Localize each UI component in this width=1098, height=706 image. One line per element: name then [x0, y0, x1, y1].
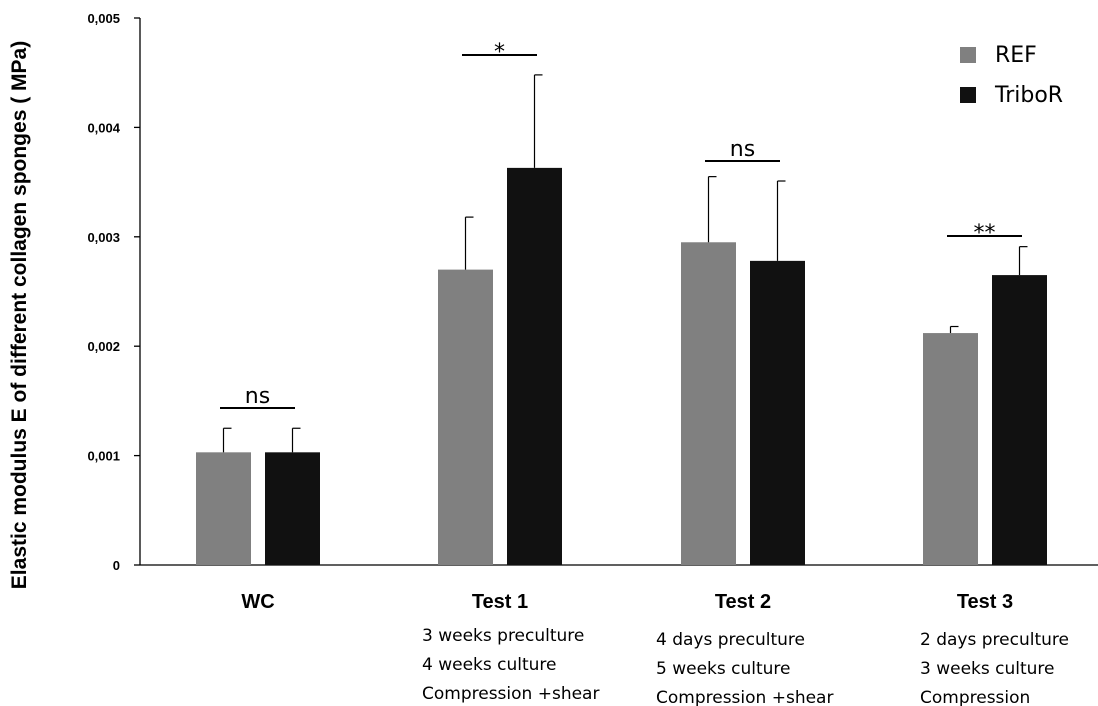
category-detail-line: 4 days preculture [656, 630, 805, 650]
category-label: Test 1 [472, 591, 528, 613]
y-tick-label: 0,001 [87, 449, 120, 464]
bar-ref-0 [196, 452, 251, 565]
y-tick-label: 0,002 [87, 339, 120, 354]
bar-tribor-1 [507, 167, 562, 566]
category-detail-line: Compression +shear [656, 688, 833, 706]
category-label: Test 3 [957, 591, 1013, 613]
bar-ref-2 [681, 242, 736, 565]
y-tick-label: 0,004 [87, 120, 120, 135]
category-detail-line: Compression [920, 688, 1030, 706]
legend-swatch-ref [960, 47, 976, 63]
category-detail-line: 2 days preculture [920, 630, 1069, 650]
bar-tribor-3 [992, 275, 1047, 565]
significance-label: * [494, 40, 505, 65]
category-label: WC [241, 591, 274, 613]
category-label: Test 2 [715, 591, 771, 613]
significance-label: ns [245, 384, 270, 409]
bar-tribor-0 [265, 452, 320, 565]
y-tick-label: 0,003 [87, 230, 120, 245]
category-detail-line: 3 weeks culture [920, 659, 1055, 679]
error-bars [222, 74, 1028, 453]
y-tick-label: 0 [113, 558, 120, 573]
x-axis-labels: WC Test 1 3 weeks preculture 4 weeks cultur… [241, 591, 1069, 706]
bar-ref-3 [923, 333, 978, 565]
significance-label: ** [974, 221, 996, 246]
y-axis-label: Elastic modulus E of different collagen … [8, 41, 31, 589]
category-detail-line: 3 weeks preculture [422, 626, 584, 646]
bar-tribor-2 [750, 260, 805, 565]
bars [196, 167, 1047, 566]
category-detail-line: 5 weeks culture [656, 659, 791, 679]
significance-label: ns [730, 137, 755, 162]
y-axis-label-group: Elastic modulus E of different collagen … [8, 41, 31, 589]
bar-ref-1 [438, 269, 493, 565]
legend-swatch-tribor [960, 87, 976, 103]
legend: REF TriboR [960, 43, 1063, 108]
y-tick-label: 0,005 [87, 11, 120, 26]
legend-label-ref: REF [995, 43, 1037, 68]
category-detail-line: 4 weeks culture [422, 655, 557, 675]
category-detail-line: Compression +shear [422, 684, 599, 704]
legend-label-tribor: TriboR [994, 83, 1063, 108]
significance-markers: ns * ns ** [220, 40, 1022, 409]
